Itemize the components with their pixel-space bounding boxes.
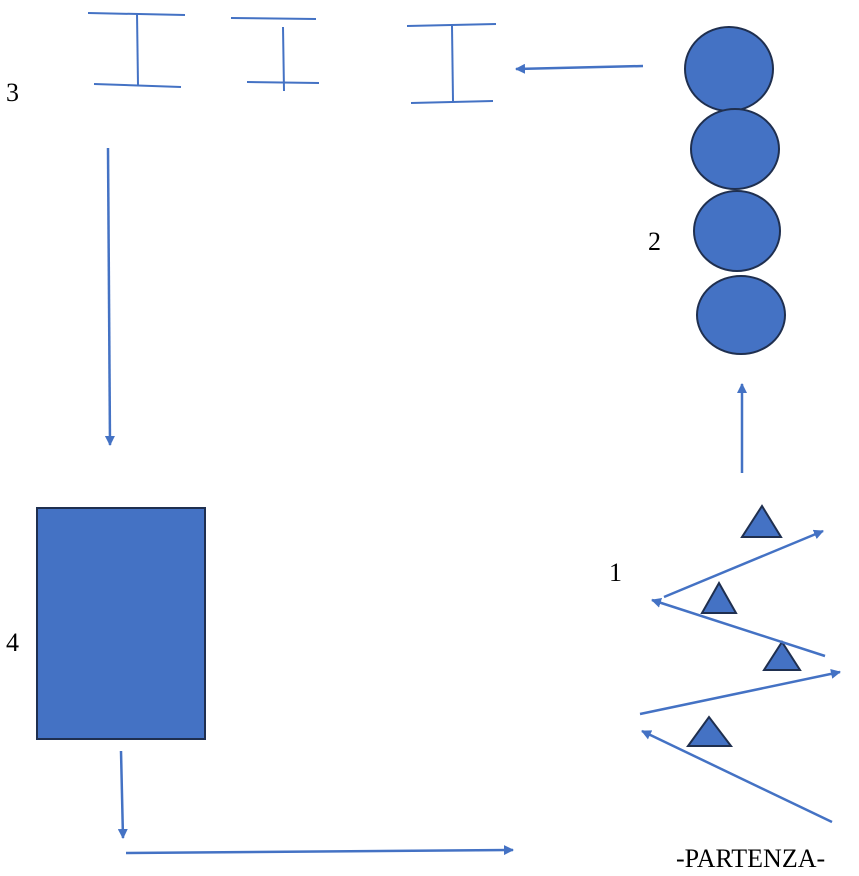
start-label: -PARTENZA- [676, 844, 826, 873]
station-3-hurdles [87, 12, 497, 104]
triangle-2 [700, 580, 738, 614]
arrow-down-from-rectangle [117, 750, 128, 839]
station-4-label: 4 [6, 628, 19, 657]
hurdle-3 [406, 23, 497, 104]
circle-3 [693, 190, 781, 272]
hurdle-2 [230, 17, 320, 92]
arrow-start-to-left [641, 729, 833, 824]
station-1-label: 1 [609, 558, 622, 587]
triangle-1 [740, 504, 783, 538]
triangle-4 [686, 715, 734, 747]
circle-4 [696, 275, 786, 355]
circle-1 [684, 26, 774, 112]
circle-2 [690, 108, 780, 190]
zigzag-line-b [651, 598, 826, 658]
station-4-rectangle [36, 507, 206, 740]
station-1-triangles [686, 504, 802, 747]
hurdle-1 [87, 12, 186, 88]
arrow-to-finish [125, 845, 514, 856]
arrow-to-rectangle [104, 147, 115, 446]
arrow-to-hurdles [515, 63, 644, 74]
triangle-3 [762, 640, 802, 671]
zigzag-line-c [663, 529, 824, 599]
station-2-label: 2 [648, 227, 661, 256]
station-2-circles [684, 26, 786, 355]
station-3-label: 3 [6, 78, 19, 107]
route-arrows [104, 63, 841, 856]
zigzag-line-a [639, 668, 841, 716]
